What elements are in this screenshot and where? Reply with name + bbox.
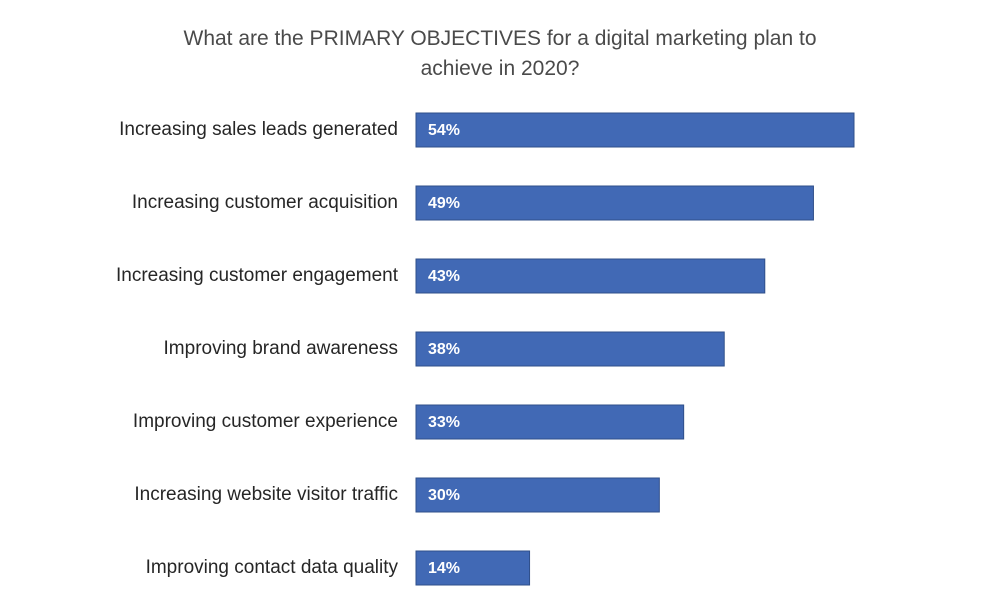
bar-value-label: 14% xyxy=(428,560,460,577)
bar xyxy=(415,331,725,367)
bar-value-label: 33% xyxy=(428,414,460,431)
bar-value-label: 38% xyxy=(428,341,460,358)
bar xyxy=(415,404,685,440)
bar-value-label: 49% xyxy=(428,195,460,212)
bar-value-label: 30% xyxy=(428,487,460,504)
category-label: Increasing customer acquisition xyxy=(132,192,398,213)
bar xyxy=(415,550,531,586)
bar-row: Increasing customer acquisition 49% xyxy=(132,185,814,221)
bar-row: Increasing website visitor traffic 30% xyxy=(134,477,660,513)
bar-row: Improving contact data quality 14% xyxy=(146,550,531,586)
chart-title-line-2: achieve in 2020? xyxy=(420,57,580,80)
bar-row: Increasing sales leads generated 54% xyxy=(119,112,855,148)
bar-row: Improving customer experience 33% xyxy=(133,404,685,440)
category-label: Improving contact data quality xyxy=(146,557,399,578)
chart-title: What are the PRIMARY OBJECTIVES for a di… xyxy=(0,24,1000,84)
category-label: Increasing website visitor traffic xyxy=(134,484,398,505)
category-label: Improving customer experience xyxy=(133,411,398,432)
bar-value-label: 43% xyxy=(428,268,460,285)
bar-row: Increasing customer engagement 43% xyxy=(116,258,766,294)
bar xyxy=(415,112,855,148)
category-label: Increasing sales leads generated xyxy=(119,119,398,140)
bar-row: Improving brand awareness 38% xyxy=(164,331,725,367)
bar xyxy=(415,477,660,513)
bar xyxy=(415,185,814,221)
chart-title-line-1: What are the PRIMARY OBJECTIVES for a di… xyxy=(183,27,817,50)
bar-value-label: 54% xyxy=(428,122,460,139)
bar xyxy=(415,258,766,294)
category-label: Improving brand awareness xyxy=(164,338,398,359)
category-label: Increasing customer engagement xyxy=(116,265,399,286)
